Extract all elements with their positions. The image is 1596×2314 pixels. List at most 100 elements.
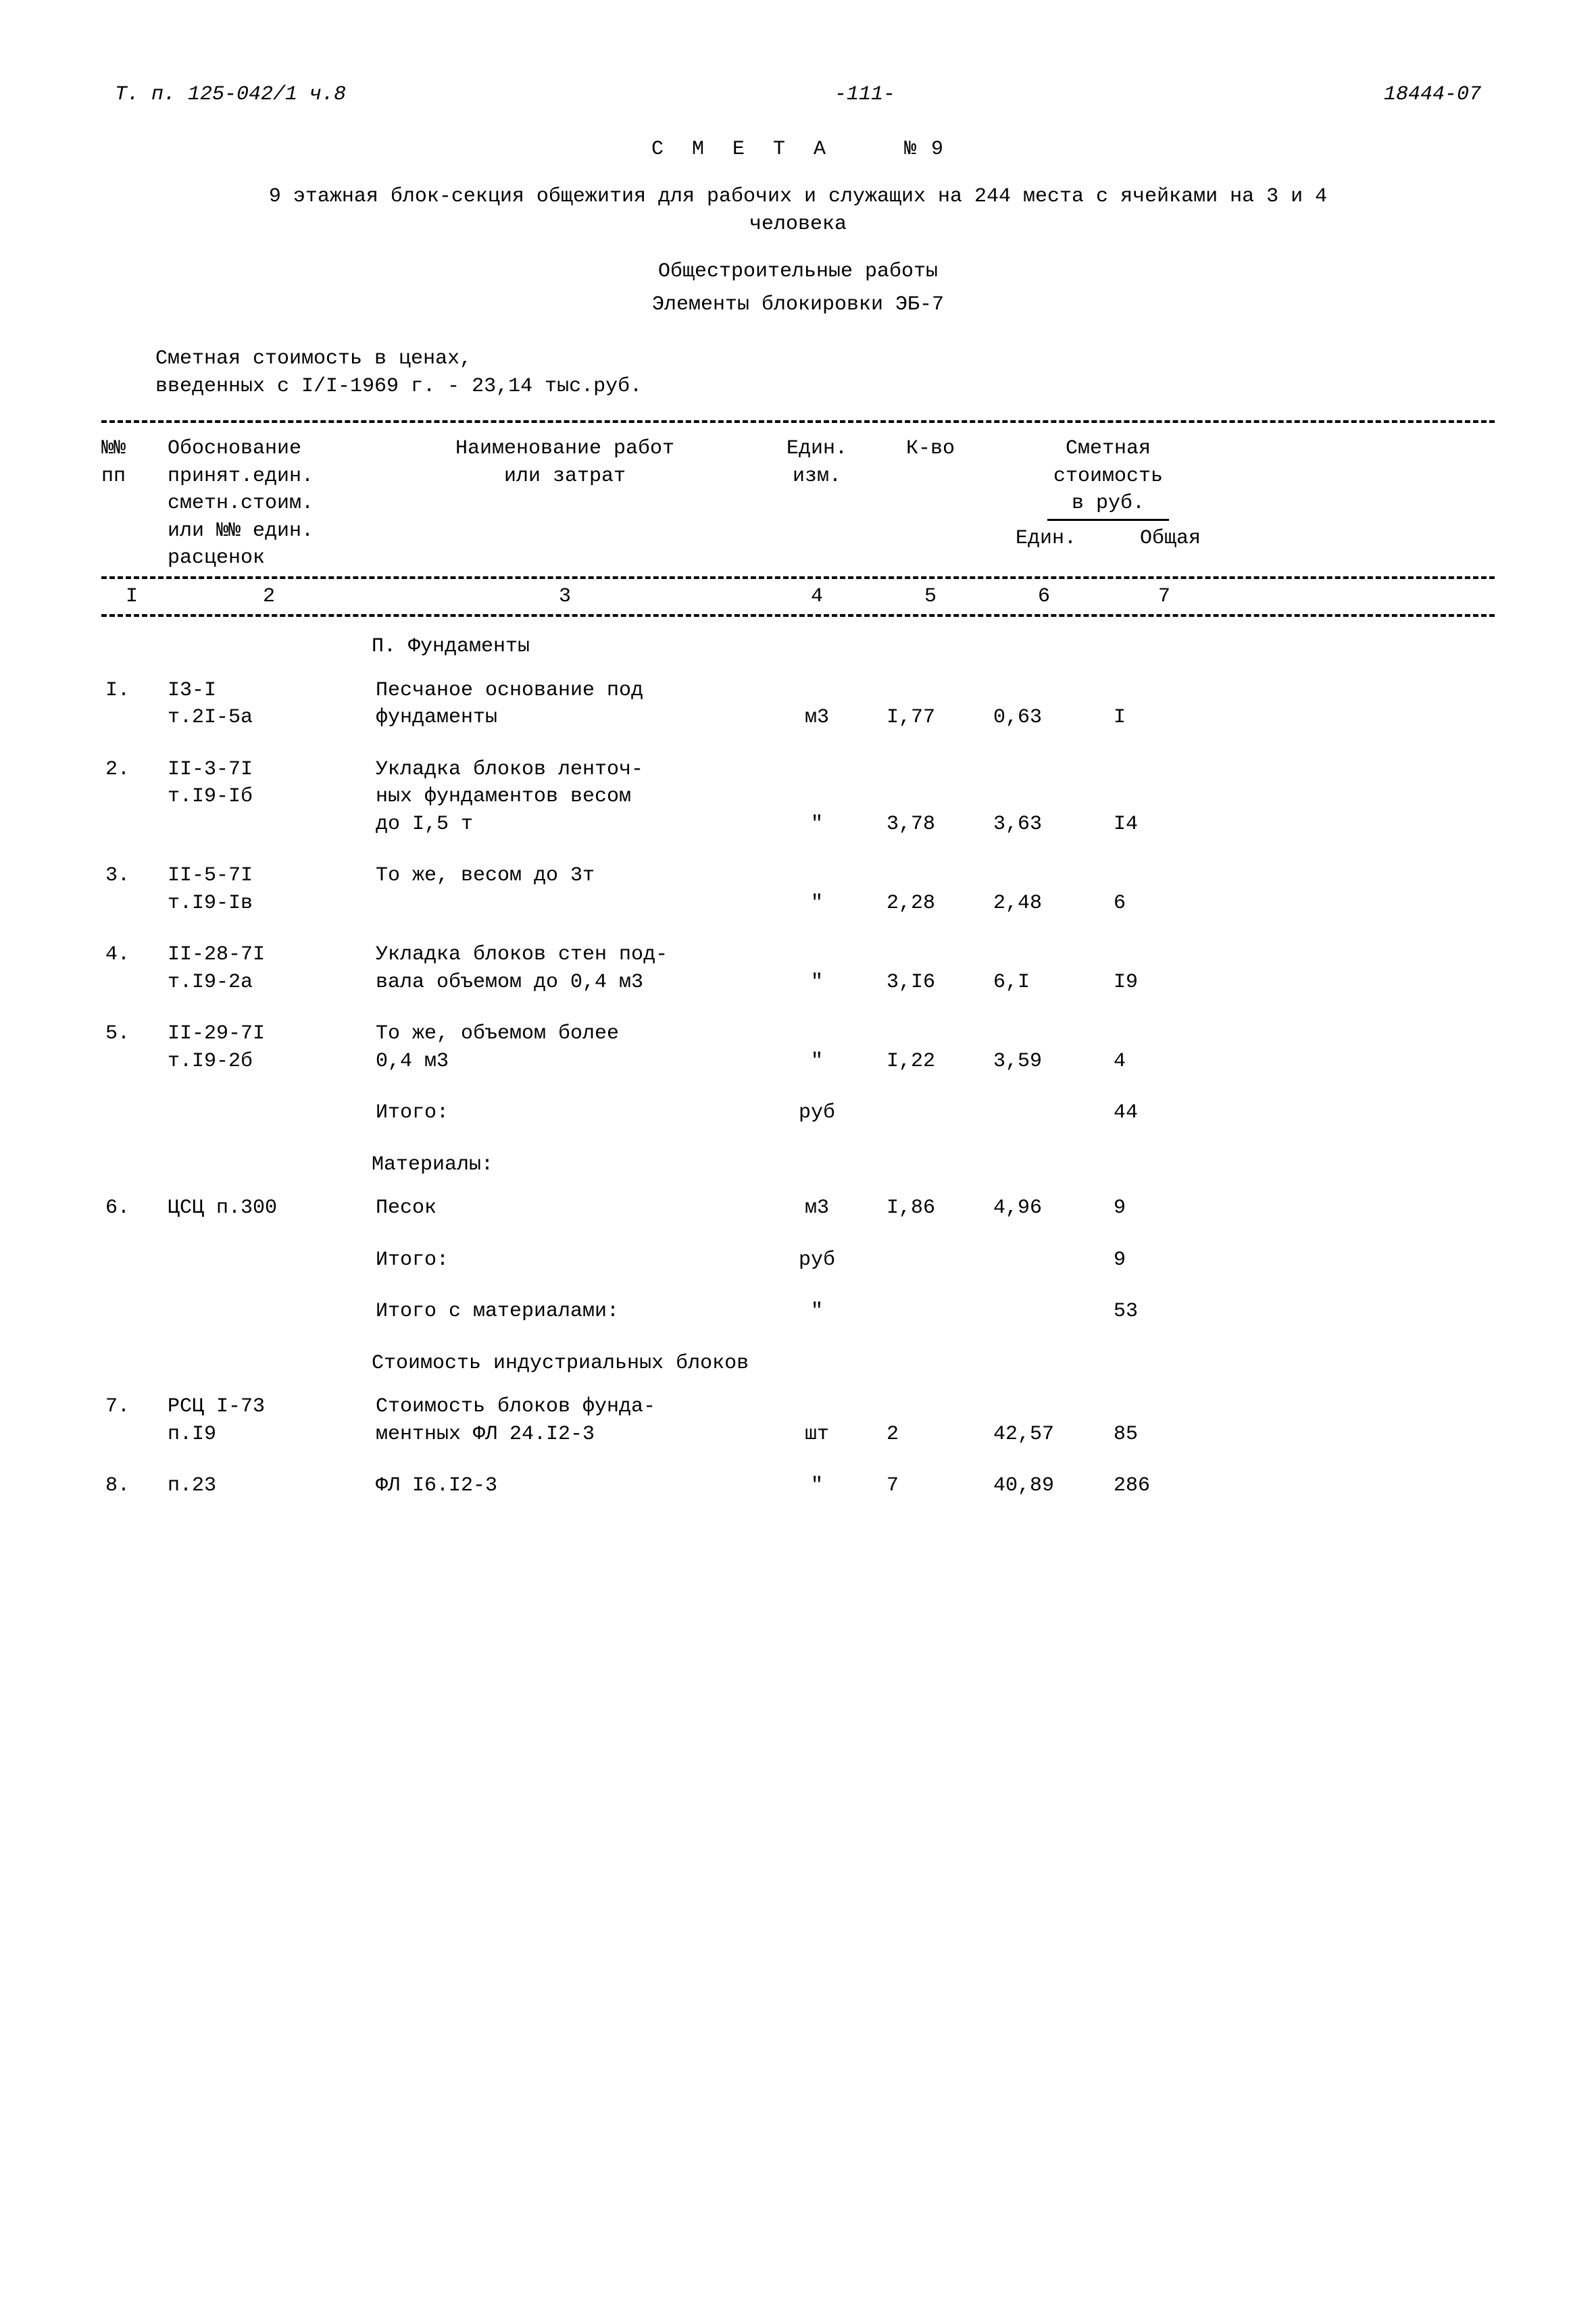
colnum-6: 6 — [987, 583, 1101, 611]
table-row: 8.п.23ФЛ I6.I2-3"740,89286 — [101, 1472, 1495, 1500]
cell-total: 44 — [1107, 1099, 1222, 1127]
title-main: С М Е Т А — [651, 138, 834, 161]
cost-parent-label: Сметнаястоимость в руб. — [987, 435, 1230, 521]
cell-unit: м3 — [759, 1194, 874, 1222]
cell-basis: I3-Iт.2I-5а — [168, 677, 370, 732]
cell-qty: 2 — [880, 1421, 981, 1449]
cell-total: 4 — [1107, 1048, 1222, 1076]
cell-unit: " — [759, 890, 874, 917]
cell-qty: I,77 — [880, 704, 981, 732]
table-row: 4.II-28-7Iт.I9-2аУкладка блоков стен под… — [101, 941, 1495, 996]
table-body: П. ФундаментыI.I3-Iт.2I-5аПесчаное основ… — [101, 633, 1495, 1500]
cell-basis: РСЦ I-73п.I9 — [168, 1393, 370, 1448]
subheading-1: Общестроительные работы — [101, 258, 1495, 286]
cell-unit: руб — [759, 1099, 874, 1127]
page-header: Т. п. 125-042/1 ч.8 -111- 18444-07 — [101, 81, 1495, 109]
cost-note-line2: введенных с I/I-1969 г. - 23,14 тыс.руб. — [155, 373, 1495, 401]
cell-unit-cost: 0,63 — [987, 704, 1101, 732]
cell-qty: 7 — [880, 1472, 981, 1500]
cell-qty: 3,I6 — [880, 969, 981, 997]
colnum-4: 4 — [759, 583, 874, 611]
table-row: 3.II-5-7Iт.I9-IвТо же, весом до 3т"2,282… — [101, 862, 1495, 917]
cell-num: 3. — [101, 862, 162, 890]
subtitle: 9 этажная блок-секция общежития для рабо… — [101, 183, 1495, 238]
cell-num: 7. — [101, 1393, 162, 1421]
col-header-num: №№пп — [101, 435, 162, 490]
colnum-1: I — [101, 583, 162, 611]
cell-name: Стоимость блоков фунда-ментных ФЛ 24.I2-… — [376, 1393, 754, 1448]
cell-num: 5. — [101, 1020, 162, 1048]
cell-total: 9 — [1107, 1247, 1222, 1274]
header-code: 18444-07 — [1384, 81, 1481, 109]
col-header-unit: Един.изм. — [759, 435, 874, 490]
table-row: 5.II-29-7Iт.I9-2бТо же, объемом более0,4… — [101, 1020, 1495, 1075]
table-row: Итого с материалами:" 53 — [101, 1298, 1495, 1326]
table-top-divider — [101, 420, 1495, 423]
cell-total: I9 — [1107, 969, 1222, 997]
cell-unit: " — [759, 1472, 874, 1500]
cell-total: 9 — [1107, 1194, 1222, 1222]
col-header-cost: Сметнаястоимость в руб. Един. Общая — [987, 435, 1230, 552]
cell-num: 4. — [101, 941, 162, 969]
cell-name: То же, объемом более0,4 м3 — [376, 1020, 754, 1075]
cell-num: I. — [101, 677, 162, 705]
cell-name: Итого с материалами: — [376, 1298, 754, 1326]
header-left: Т. п. 125-042/1 ч.8 — [115, 81, 346, 109]
cell-num: 6. — [101, 1194, 162, 1222]
cell-basis: II-5-7Iт.I9-Iв — [168, 862, 370, 917]
cell-name: Итого: — [376, 1099, 754, 1127]
col-header-total-cost: Общая — [1111, 525, 1230, 553]
cell-qty: 3,78 — [880, 811, 981, 838]
cell-total: 286 — [1107, 1472, 1222, 1500]
cell-unit: " — [759, 811, 874, 838]
cell-unit-cost: 40,89 — [987, 1472, 1101, 1500]
cell-basis: II-28-7Iт.I9-2а — [168, 941, 370, 996]
header-page-number: -111- — [834, 81, 895, 109]
cell-unit: " — [759, 969, 874, 997]
cell-unit-cost: 2,48 — [987, 890, 1101, 917]
table-row: 6.ЦСЦ п.300Песокм3I,864,969 — [101, 1194, 1495, 1222]
cell-unit: руб — [759, 1247, 874, 1274]
cost-note: Сметная стоимость в ценах, введенных с I… — [101, 345, 1495, 400]
cell-total: I — [1107, 704, 1222, 732]
column-number-row: I 2 3 4 5 6 7 — [101, 583, 1495, 611]
col-header-qty: К-во — [880, 435, 981, 463]
cell-name: То же, весом до 3т — [376, 862, 754, 890]
cell-name: Укладка блоков ленточ-ных фундаментов ве… — [376, 756, 754, 838]
cell-qty: 2,28 — [880, 890, 981, 917]
cell-total: I4 — [1107, 811, 1222, 838]
cell-unit: шт — [759, 1421, 874, 1449]
cell-basis: п.23 — [168, 1472, 370, 1500]
cell-unit-cost: 3,59 — [987, 1048, 1101, 1076]
cell-qty: I,22 — [880, 1048, 981, 1076]
cell-unit: " — [759, 1298, 874, 1326]
cell-name: Песок — [376, 1194, 754, 1222]
table-row: Итого:руб 44 — [101, 1099, 1495, 1127]
cell-basis: ЦСЦ п.300 — [168, 1194, 370, 1222]
title-number: № 9 — [904, 138, 945, 161]
cell-basis: II-29-7Iт.I9-2б — [168, 1020, 370, 1075]
cell-num: 2. — [101, 756, 162, 784]
subheading-2: Элементы блокировки ЭБ-7 — [101, 291, 1495, 319]
table-row: Итого:руб 9 — [101, 1247, 1495, 1274]
cell-name: Итого: — [376, 1247, 754, 1274]
table-header-divider — [101, 576, 1495, 579]
cell-unit-cost: 4,96 — [987, 1194, 1101, 1222]
cell-unit: " — [759, 1048, 874, 1076]
cell-name: Песчаное основание под фундаменты — [376, 677, 754, 732]
cell-total: 53 — [1107, 1298, 1222, 1326]
colnum-divider — [101, 614, 1495, 617]
cell-qty: I,86 — [880, 1194, 981, 1222]
colnum-7: 7 — [1107, 583, 1222, 611]
table-row: I.I3-Iт.2I-5аПесчаное основание под фунд… — [101, 677, 1495, 732]
cell-total: 6 — [1107, 890, 1222, 917]
document-title: С М Е Т А № 9 — [101, 136, 1495, 164]
cell-name: ФЛ I6.I2-3 — [376, 1472, 754, 1500]
col-header-basis: Обоснованиепринят.един.сметн.стоим.или №… — [168, 435, 370, 572]
colnum-5: 5 — [880, 583, 981, 611]
col-header-unit-cost: Един. — [987, 525, 1105, 553]
cell-unit: м3 — [759, 704, 874, 732]
colnum-3: 3 — [376, 583, 754, 611]
table-row: 7.РСЦ I-73п.I9Стоимость блоков фунда-мен… — [101, 1393, 1495, 1448]
colnum-2: 2 — [168, 583, 370, 611]
